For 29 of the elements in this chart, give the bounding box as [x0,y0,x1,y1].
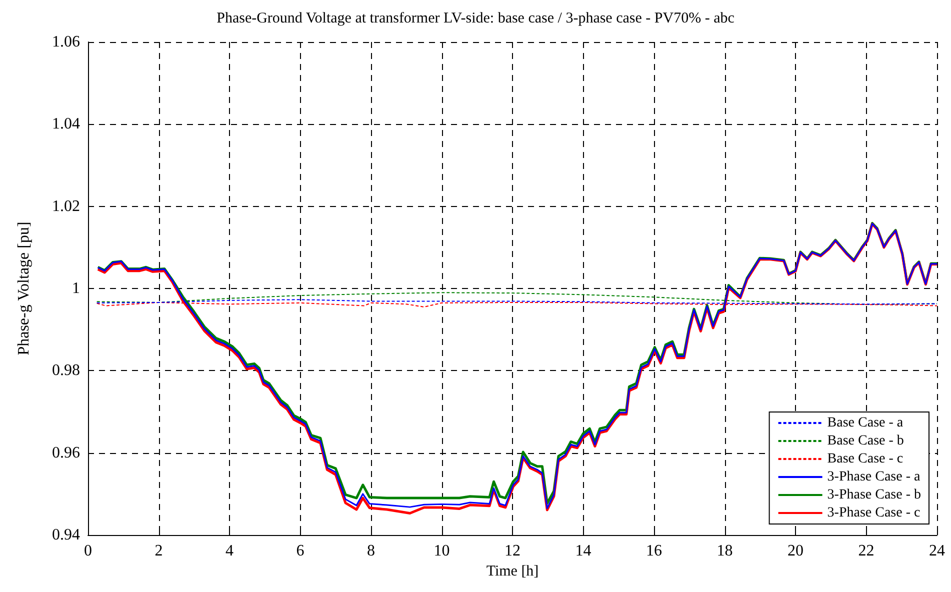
x-axis-title: Time [h] [486,563,539,580]
x-tick-label: 18 [716,542,733,560]
chart-title: Phase-Ground Voltage at transformer LV-side: base case / 3-phase case - PV70% - abc [216,10,735,26]
y-tick-label: 1.06 [52,34,80,50]
y-tick-label: 0.98 [52,362,80,380]
x-tick-label: 2 [154,542,163,560]
legend-label: 3-Phase Case - b [827,488,922,502]
x-tick-label: 22 [858,542,874,560]
y-tick-label: 1 [72,280,80,297]
y-tick-label: 0.94 [52,526,80,544]
legend-label: Base Case - a [827,416,904,430]
y-tick-label: 1.02 [52,198,80,215]
legend-label: 3-Phase Case - a [827,470,921,484]
x-tick-label: 6 [296,542,304,560]
x-tick-label: 20 [788,542,804,560]
legend-label: Base Case - c [827,452,904,466]
y-tick-label: 0.96 [52,444,80,462]
x-tick-label: 14 [575,542,592,560]
y-axis-title: Phase-g Voltage [pu] [16,222,32,356]
legend-label: 3-Phase Case - c [827,506,920,520]
x-tick-label: 4 [226,542,234,560]
y-tick-label: 1.04 [52,116,80,133]
x-tick-label: 10 [434,542,450,560]
x-tick-label: 12 [504,542,520,560]
x-tick-label: 24 [929,542,945,560]
legend-label: Base Case - b [827,434,904,448]
x-tick-label: 0 [84,542,92,560]
x-tick-label: 8 [367,542,375,560]
x-tick-label: 16 [646,542,662,560]
